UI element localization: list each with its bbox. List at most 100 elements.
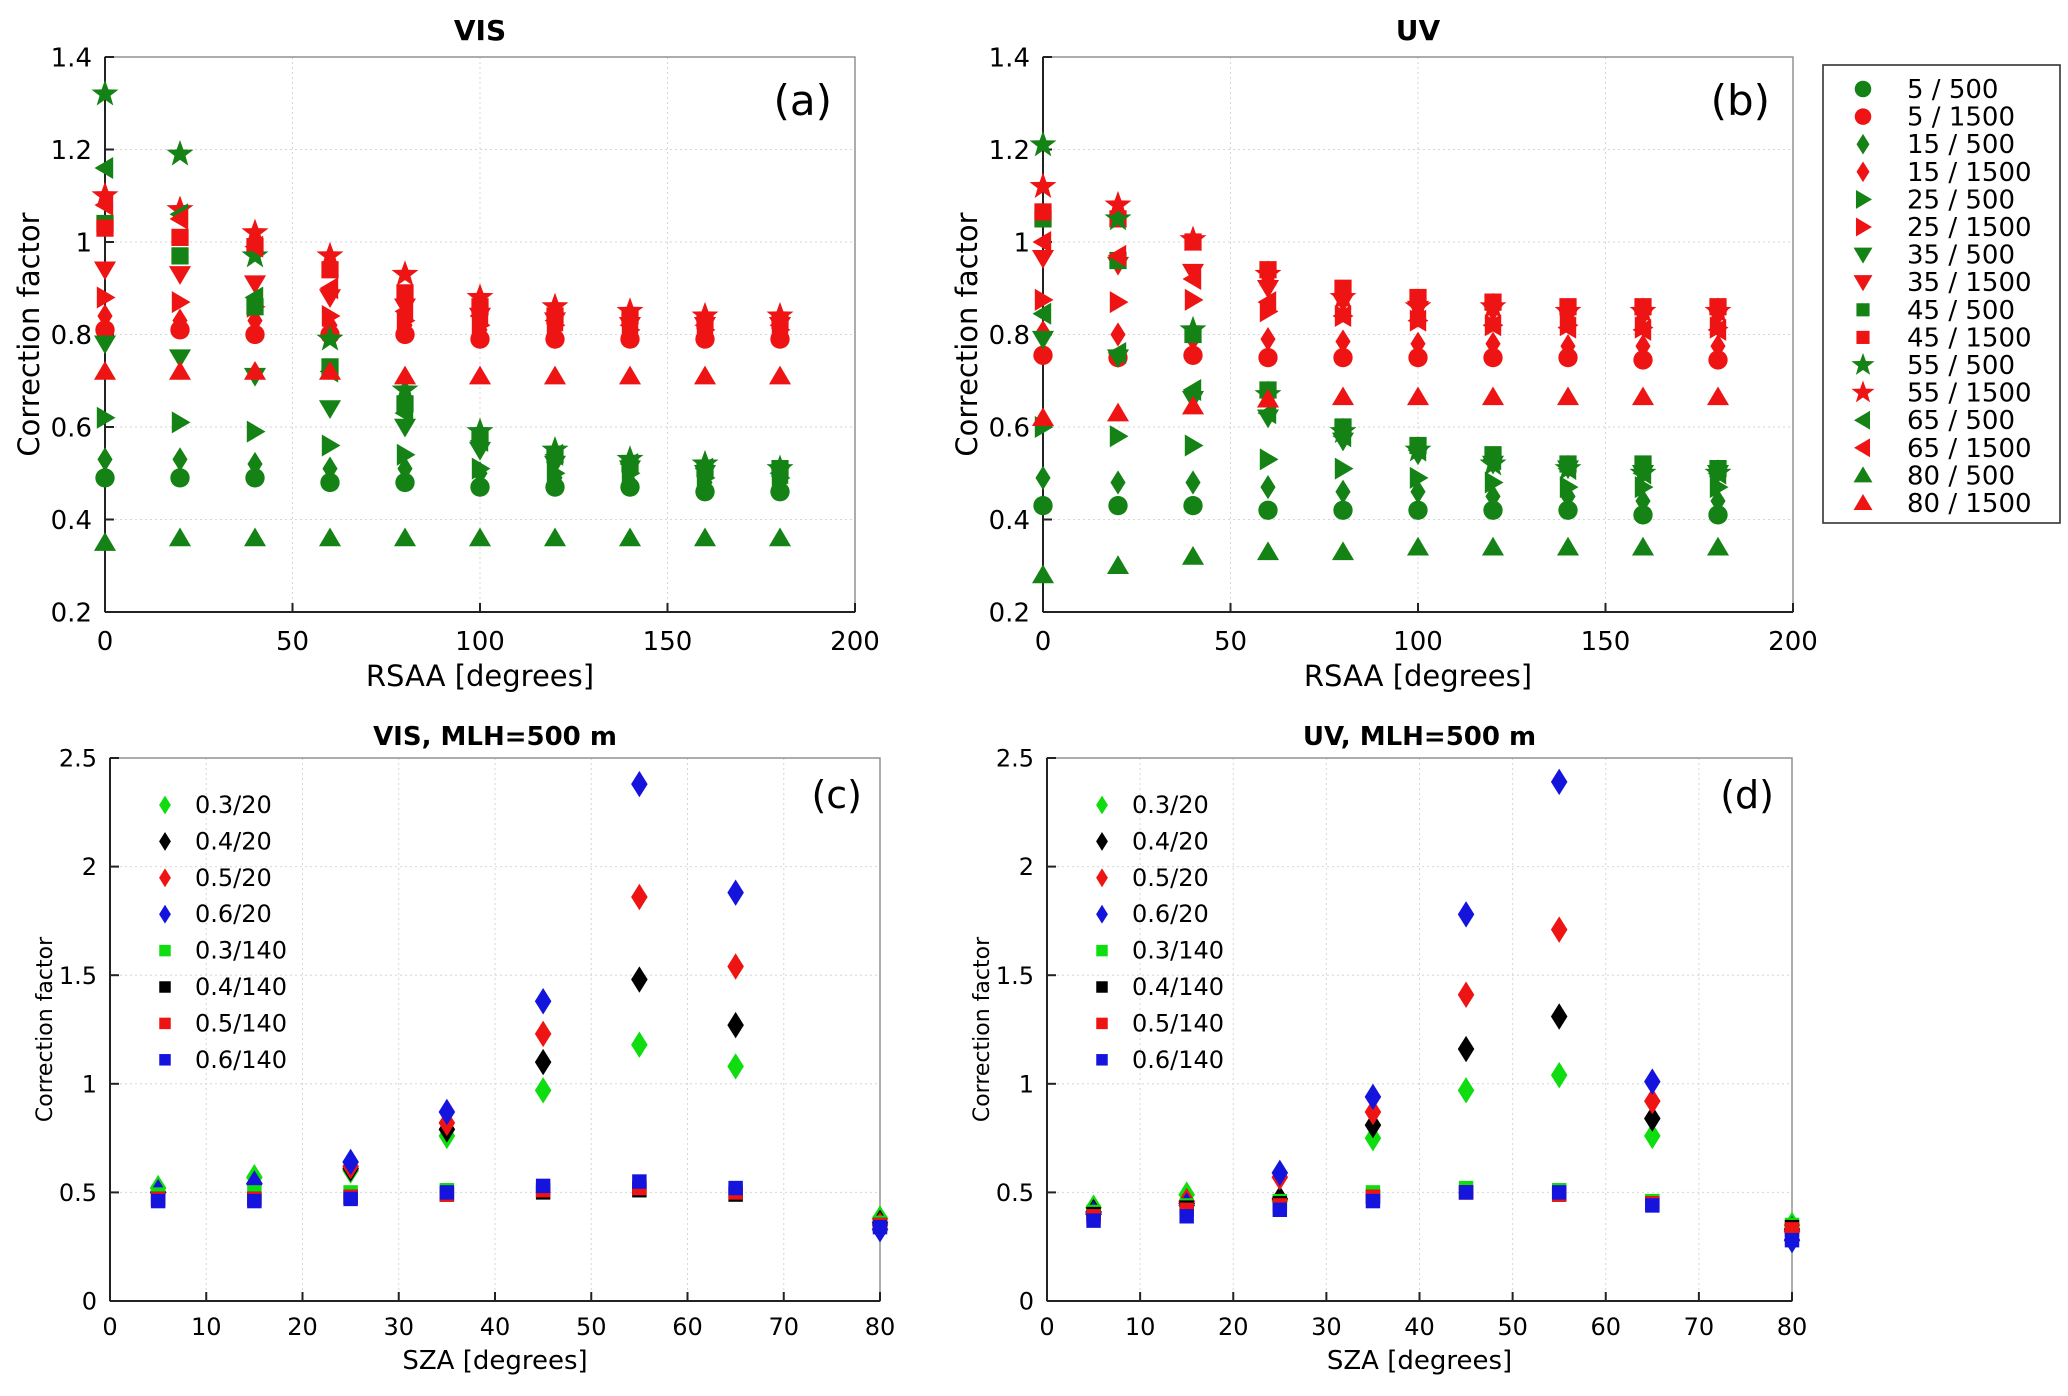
data-point [769, 314, 789, 337]
data-point [322, 456, 338, 481]
data-point [94, 193, 114, 217]
legend-item-80-500: 80 / 500 [1853, 461, 2015, 491]
triangle-right-legend-icon [1855, 189, 1872, 209]
x-tick-label: 80 [865, 1313, 896, 1341]
legend-label: 65 / 500 [1907, 406, 2015, 436]
diamond-legend-icon [159, 795, 171, 815]
series-55-1500 [91, 181, 794, 328]
chart-title-a: VIS [454, 14, 506, 47]
chart-title-d: UV, MLH=500 m [1303, 722, 1536, 752]
panel-d: 0 10 20 30 40 50 60 70 80 0 0.5 1 1.5 2 2.5 UV, MLH=500… [970, 722, 1807, 1376]
data-point [1332, 304, 1352, 328]
data-point [1086, 1213, 1101, 1228]
data-point [170, 468, 190, 488]
x-axis-label: SZA [degrees] [402, 1346, 587, 1376]
data-point [1551, 1185, 1567, 1200]
data-point [1556, 386, 1580, 406]
y-tick-label: 1 [1019, 1070, 1034, 1098]
data-point [1458, 1185, 1474, 1200]
data-point [1110, 322, 1126, 347]
data-point [1109, 291, 1129, 314]
data-point [534, 1077, 552, 1104]
data-point [468, 365, 492, 385]
data-point [1033, 495, 1053, 516]
data-point [1260, 327, 1276, 352]
data-point [1706, 536, 1730, 556]
data-point [1032, 230, 1052, 254]
triangle-up-legend-icon [1853, 466, 1873, 483]
x-tick-label: 60 [1590, 1313, 1621, 1341]
data-point [766, 301, 794, 328]
data-point [1256, 388, 1280, 408]
data-point [93, 361, 117, 380]
y-tick-label: 1.5 [59, 962, 97, 990]
data-point [169, 207, 189, 230]
data-point [1483, 500, 1503, 520]
data-point [93, 261, 117, 281]
data-point [95, 468, 115, 488]
data-point [1032, 302, 1052, 325]
data-point [768, 527, 792, 547]
series-35-1500 [93, 261, 792, 336]
data-point [1181, 395, 1205, 415]
data-point [1110, 470, 1126, 495]
legend-label: 0.5/20 [1132, 864, 1209, 892]
data-point [632, 1174, 647, 1189]
data-point [1708, 350, 1728, 370]
y-tick-label: 0.5 [996, 1179, 1034, 1207]
series-65-1500 [94, 193, 789, 337]
x-tick-label: 80 [1777, 1313, 1808, 1341]
y-tick-label: 1.2 [51, 136, 92, 166]
data-point [1644, 1105, 1661, 1132]
data-point [1179, 225, 1207, 252]
x-tick-label: 10 [191, 1313, 222, 1341]
series-25-500 [1034, 415, 1729, 499]
y-tick-label: 1.4 [51, 43, 92, 73]
series-65-500 [94, 156, 789, 485]
data-point [1031, 564, 1055, 584]
data-point [171, 247, 189, 265]
data-point [1554, 297, 1582, 323]
data-point [1031, 330, 1055, 350]
data-point [1335, 329, 1351, 354]
data-point [95, 320, 115, 340]
panel-a: 0 50 100 150 200 0.2 0.4 0.6 0.8 1 1.2 1.4 VIS RSAA [… [12, 14, 880, 693]
tick-marks [109, 757, 881, 1302]
data-point [241, 241, 269, 268]
data-point [1645, 1198, 1660, 1213]
data-point [1557, 316, 1577, 339]
legend-label: 35 / 1500 [1907, 268, 2032, 298]
y-tick-label: 1 [75, 228, 92, 258]
data-point [391, 375, 419, 402]
data-point [1331, 541, 1355, 561]
x-tick-label: 50 [1497, 1313, 1528, 1341]
data-point [693, 527, 717, 547]
square-legend-icon [1096, 1017, 1108, 1030]
data-point [534, 1048, 552, 1076]
data-point [1329, 283, 1357, 309]
x-tick-label: 60 [672, 1313, 703, 1341]
square-legend-icon [159, 1054, 171, 1066]
data-point [1708, 505, 1728, 525]
chart-title-c: VIS, MLH=500 m [373, 722, 617, 752]
series-25-1500 [1034, 288, 1729, 339]
legend-label: 45 / 500 [1907, 296, 2015, 326]
data-point [241, 218, 269, 245]
data-point [470, 477, 490, 497]
legend-label: 0.4/140 [1132, 973, 1224, 1001]
legend-item-45-1500: 45 / 1500 [1856, 323, 2032, 353]
data-point [618, 527, 642, 547]
triangle-left-legend-icon [1854, 438, 1871, 458]
data-point [343, 1191, 358, 1207]
data-point [1256, 280, 1280, 299]
data-point [94, 156, 114, 180]
x-tick-label: 0 [1039, 1313, 1054, 1341]
panel-letter-d: (d) [1720, 773, 1774, 817]
data-point [469, 429, 489, 452]
legend-item-35-1500: 35 / 1500 [1853, 268, 2032, 298]
data-point [1710, 333, 1726, 359]
y-tick-label: 2 [82, 853, 97, 881]
data-point [321, 261, 339, 279]
legend-item-15-1500: 15 / 1500 [1856, 158, 2032, 188]
x-tick-label: 70 [768, 1313, 799, 1341]
